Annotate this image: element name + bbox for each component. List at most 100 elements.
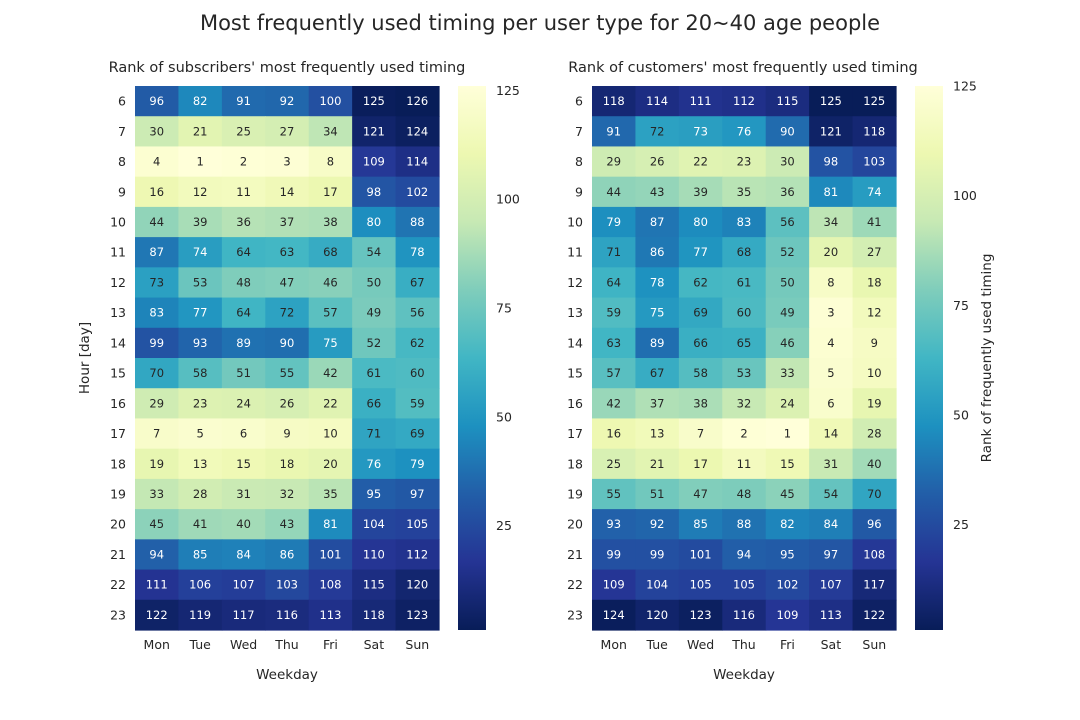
- heatmap-cell: [678, 569, 723, 601]
- cell-value-label: 78: [650, 275, 665, 289]
- cell-value-label: 111: [690, 94, 712, 108]
- heatmap-cell: [722, 86, 767, 117]
- heatmap-cell: [635, 509, 680, 540]
- cell-value-label: 60: [410, 366, 425, 380]
- cell-value-label: 13: [193, 457, 208, 471]
- heatmap-cell: [352, 146, 397, 178]
- heatmap-cell: [352, 539, 397, 571]
- heatmap-cell: [178, 509, 223, 540]
- cell-value-label: 30: [780, 155, 795, 169]
- cell-value-label: 43: [280, 517, 295, 531]
- heatmap-cell: [221, 478, 266, 510]
- cell-value-label: 45: [149, 517, 164, 531]
- cell-value-label: 41: [867, 215, 882, 229]
- y-tick-label: 13: [567, 305, 583, 320]
- cell-value-label: 90: [280, 336, 295, 350]
- heatmap-cell: [395, 116, 440, 148]
- heatmap-cell: [852, 478, 897, 510]
- cell-value-label: 17: [693, 457, 708, 471]
- y-tick-label: 19: [567, 487, 583, 502]
- cell-value-label: 37: [650, 396, 665, 410]
- cell-value-label: 44: [149, 215, 164, 229]
- cell-value-label: 39: [693, 185, 708, 199]
- cell-value-label: 24: [236, 396, 251, 410]
- cell-value-label: 118: [863, 124, 885, 138]
- x-tick-label: Mon: [601, 637, 627, 652]
- cell-value-label: 82: [193, 94, 208, 108]
- cell-value-label: 103: [863, 155, 885, 169]
- heatmap-cell: [265, 599, 310, 631]
- heatmap-cell: [635, 116, 680, 148]
- cell-value-label: 116: [276, 608, 298, 622]
- cell-value-label: 115: [363, 578, 385, 592]
- y-tick-label: 22: [110, 577, 126, 592]
- cell-value-label: 29: [149, 396, 164, 410]
- cell-value-label: 22: [693, 155, 708, 169]
- heatmap-cell: [178, 599, 223, 631]
- heatmap-cell: [678, 478, 723, 510]
- cell-value-label: 95: [367, 487, 382, 501]
- heatmap-cell: [765, 358, 810, 389]
- cell-value-label: 120: [646, 608, 668, 622]
- cell-value-label: 61: [737, 275, 752, 289]
- heatmap-cell: [308, 206, 353, 238]
- cell-value-label: 48: [236, 275, 251, 289]
- heatmap-cell: [135, 509, 180, 540]
- cell-value-label: 112: [406, 547, 428, 561]
- heatmap-cell: [265, 388, 310, 420]
- cell-value-label: 95: [780, 547, 795, 561]
- heatmap-cell: [722, 418, 767, 450]
- cell-value-label: 120: [406, 578, 428, 592]
- heatmap-cell: [678, 448, 723, 480]
- cell-value-label: 26: [280, 396, 295, 410]
- heatmap-cell: [265, 569, 310, 601]
- cell-value-label: 30: [149, 124, 164, 138]
- heatmap-cell: [635, 206, 680, 238]
- heatmap-cell: [722, 297, 767, 329]
- heatmap-cell: [221, 267, 266, 299]
- cell-value-label: 14: [280, 185, 295, 199]
- cell-value-label: 37: [280, 215, 295, 229]
- heatmap-cell: [765, 267, 810, 299]
- cell-value-label: 43: [650, 185, 665, 199]
- heatmap-cell: [765, 237, 810, 268]
- cell-value-label: 122: [863, 608, 885, 622]
- heatmap-cell: [352, 358, 397, 389]
- cell-value-label: 100: [319, 94, 341, 108]
- y-tick-label: 12: [110, 275, 126, 290]
- heatmap-cell: [135, 327, 180, 359]
- cell-value-label: 58: [693, 366, 708, 380]
- cell-value-label: 51: [650, 487, 665, 501]
- cell-value-label: 26: [650, 155, 665, 169]
- cell-value-label: 15: [780, 457, 795, 471]
- cell-value-label: 8: [327, 155, 334, 169]
- cell-value-label: 125: [863, 94, 885, 108]
- heatmap-cell: [722, 267, 767, 299]
- y-tick-label: 23: [567, 607, 583, 622]
- heatmap-cell: [678, 297, 723, 329]
- heatmap-cell: [395, 267, 440, 299]
- cell-value-label: 45: [780, 487, 795, 501]
- heatmap-cell: [678, 539, 723, 571]
- colorbar-tick-label: 50: [496, 409, 512, 424]
- heatmap-cell: [221, 539, 266, 571]
- colorbar-tick-label: 125: [496, 83, 520, 98]
- heatmap-cell: [635, 358, 680, 389]
- cell-value-label: 121: [363, 124, 385, 138]
- heatmap-cell: [809, 388, 854, 420]
- cell-value-label: 109: [603, 578, 625, 592]
- cell-value-label: 104: [646, 578, 668, 592]
- y-tick-label: 10: [110, 215, 126, 230]
- heatmap-cell: [178, 297, 223, 329]
- heatmap-cell: [395, 539, 440, 571]
- heatmap-cell: [809, 327, 854, 359]
- heatmap-cell: [765, 327, 810, 359]
- heatmap-cell: [308, 599, 353, 631]
- colorbar-tick-label: 75: [496, 300, 512, 315]
- cell-value-label: 92: [280, 94, 295, 108]
- heatmap-cell: [221, 599, 266, 631]
- heatmap-cell: [809, 116, 854, 148]
- cell-value-label: 65: [737, 336, 752, 350]
- cell-value-label: 31: [824, 457, 839, 471]
- heatmap-cell: [395, 237, 440, 268]
